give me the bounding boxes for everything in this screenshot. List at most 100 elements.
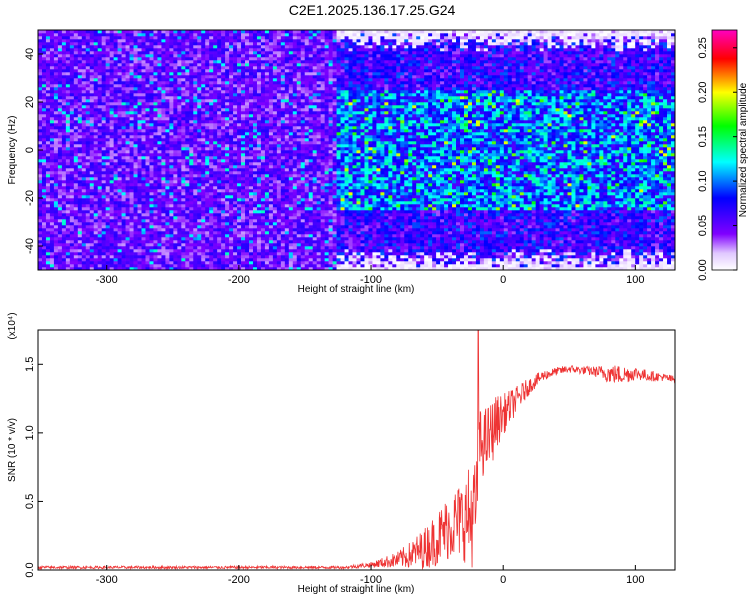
heatmap-cell <box>241 81 246 85</box>
heatmap-cell <box>141 213 146 217</box>
heatmap-cell <box>229 222 234 226</box>
heatmap-cell <box>157 36 162 40</box>
heatmap-cell <box>241 219 246 223</box>
heatmap-cell <box>260 240 266 244</box>
heatmap-cell <box>161 225 166 229</box>
heatmap-cell <box>45 258 51 262</box>
heatmap-cell <box>225 156 230 160</box>
heatmap-cell <box>65 132 71 136</box>
heatmap-cell <box>38 216 43 220</box>
heatmap-cell <box>93 135 99 139</box>
heatmap-cell <box>141 231 146 235</box>
heatmap-cell <box>38 132 43 136</box>
heatmap-cell <box>193 135 198 139</box>
heatmap-cell <box>57 87 63 91</box>
heatmap-cell <box>38 42 43 46</box>
heatmap-cell <box>57 153 63 157</box>
heatmap-cell <box>280 111 286 115</box>
heatmap-cell <box>268 174 274 178</box>
heatmap-cell <box>93 207 99 211</box>
heatmap-cell <box>117 108 122 112</box>
heatmap-cell <box>260 129 266 133</box>
heatmap-cell <box>157 66 162 70</box>
heatmap-cell <box>117 144 122 148</box>
heatmap-cell <box>73 36 79 40</box>
heatmap-cell <box>109 213 114 217</box>
heatmap-cell <box>77 147 83 151</box>
heatmap-cell <box>217 174 222 178</box>
heatmap-cell <box>38 114 43 118</box>
heatmap-cell <box>49 261 55 265</box>
heatmap-cell <box>38 177 43 181</box>
heatmap-cell <box>169 63 174 67</box>
heatmap-cell <box>161 246 166 250</box>
heatmap-cell <box>213 39 218 43</box>
heatmap-cell <box>213 120 218 124</box>
heatmap-cell <box>69 231 75 235</box>
heatmap-cell <box>241 132 246 136</box>
heatmap-cell <box>161 132 166 136</box>
heatmap-cell <box>157 108 162 112</box>
heatmap-cell <box>121 252 126 256</box>
heatmap-cell <box>61 114 67 118</box>
heatmap-cell <box>161 258 166 262</box>
heatmap-cell <box>157 207 162 211</box>
heatmap-cell <box>41 261 47 265</box>
heatmap-cell <box>193 210 198 214</box>
heatmap-cell <box>121 171 126 175</box>
heatmap-cell <box>245 150 250 154</box>
heatmap-cell <box>41 48 47 52</box>
heatmap-cell <box>89 231 95 235</box>
heatmap-cell <box>161 126 166 130</box>
heatmap-cell <box>121 186 126 190</box>
heatmap-cell <box>69 120 75 124</box>
heatmap-cell <box>272 69 278 73</box>
heatmap-cell <box>141 159 146 163</box>
heatmap-cell <box>93 240 99 244</box>
heatmap-cell <box>97 123 102 127</box>
heatmap-cell <box>57 168 63 172</box>
heatmap-cell <box>61 138 67 142</box>
heatmap-cell <box>161 36 166 40</box>
heatmap-cell <box>213 234 218 238</box>
heatmap-cell <box>177 210 182 214</box>
heatmap-cell <box>93 63 99 67</box>
heatmap-cell <box>256 246 262 250</box>
heatmap-cell <box>85 264 91 268</box>
heatmap-cell <box>157 156 162 160</box>
heatmap-cell <box>38 186 43 190</box>
heatmap-cell <box>117 216 122 220</box>
heatmap-cell <box>217 258 222 262</box>
heatmap-cell <box>229 234 234 238</box>
heatmap-cell <box>217 144 222 148</box>
heatmap-cell <box>129 36 134 40</box>
heatmap-cell <box>260 168 266 172</box>
heatmap-cell <box>38 72 43 76</box>
heatmap-cell <box>129 114 134 118</box>
heatmap-cell <box>221 216 226 220</box>
heatmap-cell <box>38 147 43 151</box>
heatmap-cell <box>189 258 194 262</box>
heatmap-cell <box>65 183 71 187</box>
heatmap-cell <box>237 126 242 130</box>
heatmap-cell <box>85 189 91 193</box>
heatmap-cell <box>85 186 91 190</box>
heatmap-cell <box>268 228 274 232</box>
heatmap-cell <box>189 252 194 256</box>
heatmap-cell <box>252 204 258 208</box>
heatmap-cell <box>189 264 194 268</box>
heatmap-cell <box>81 93 87 97</box>
heatmap-cell <box>229 45 234 49</box>
heatmap-cell <box>209 147 214 151</box>
heatmap-cell <box>169 207 174 211</box>
heatmap-cell <box>61 162 67 166</box>
heatmap-cell <box>252 123 258 127</box>
heatmap-cell <box>117 69 122 73</box>
heatmap-cell <box>77 156 83 160</box>
heatmap-cell <box>85 246 91 250</box>
heatmap-cell <box>97 234 102 238</box>
heatmap-cell <box>133 240 138 244</box>
heatmap-cell <box>57 144 63 148</box>
heatmap-cell <box>97 99 102 103</box>
heatmap-cell <box>173 135 178 139</box>
